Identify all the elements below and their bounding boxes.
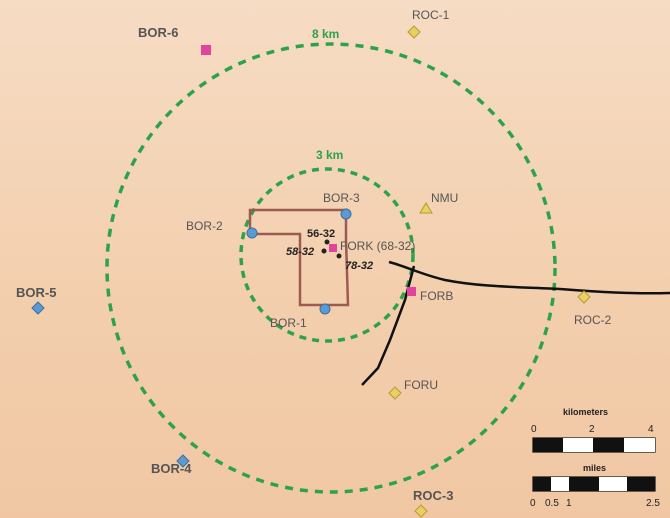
well-78-32-label: 78-32	[345, 260, 373, 272]
station-bor-5-label: BOR-5	[16, 285, 56, 300]
station-foru-marker[interactable]	[388, 386, 402, 400]
scale-km-title: kilometers	[563, 407, 608, 417]
station-roc-3-marker[interactable]	[414, 504, 428, 518]
well-56-32-label: 56-32	[307, 228, 335, 240]
well-78-32-marker	[336, 253, 342, 259]
station-nmu-marker[interactable]	[419, 202, 433, 214]
well-58-32-marker	[321, 248, 327, 254]
station-foru-label: FORU	[404, 378, 438, 392]
station-bor-2-label: BOR-2	[186, 219, 223, 233]
scale-mi-title: miles	[583, 463, 606, 473]
station-roc-3-label: ROC-3	[413, 488, 453, 503]
station-roc-2-label: ROC-2	[574, 313, 612, 327]
scale-km-tick-0: 0	[531, 424, 537, 435]
station-bor-1-label: BOR-1	[270, 316, 307, 330]
station-bor-2-marker[interactable]	[246, 227, 258, 239]
scale-bar-km: kilometers 0 2 4	[531, 407, 656, 453]
ring-3km-label: 3 km	[316, 148, 343, 162]
fault-line-east	[388, 260, 670, 295]
well-56-32-marker	[324, 239, 330, 245]
station-bor-1-marker[interactable]	[319, 303, 331, 315]
ring-8km-label: 8 km	[312, 27, 339, 41]
station-bor-6-marker[interactable]	[201, 45, 211, 55]
scale-mi-tick-3: 2.5	[646, 498, 660, 509]
well-58-32-label: 58-32	[286, 246, 314, 258]
station-forb-label: FORB	[420, 289, 453, 303]
scale-mi-tick-2: 1	[566, 498, 572, 509]
station-roc-2-marker[interactable]	[577, 290, 591, 304]
station-fork-label: FORK (68-32)	[340, 239, 415, 253]
station-fork-marker[interactable]	[329, 244, 337, 252]
station-nmu-label: NMU	[431, 191, 458, 205]
scale-km-tick-1: 2	[589, 424, 595, 435]
station-bor-5-marker[interactable]	[31, 301, 45, 315]
station-bor-4-label: BOR-4	[151, 461, 192, 476]
scale-mi-tick-1: 0.5	[545, 498, 559, 509]
station-bor-6-label: BOR-6	[138, 25, 178, 40]
station-roc-1-marker[interactable]	[407, 25, 421, 39]
station-forb-marker[interactable]	[407, 287, 416, 296]
scale-mi-tick-0: 0	[530, 498, 536, 509]
station-bor-4-marker[interactable]	[176, 454, 190, 468]
ring-3km	[239, 167, 415, 343]
scale-km-tick-2: 4	[648, 424, 654, 435]
station-bor-3-marker[interactable]	[340, 208, 352, 220]
station-bor-3-label: BOR-3	[323, 191, 360, 205]
station-roc-1-label: ROC-1	[412, 8, 450, 22]
scale-bar-mi: miles 0 0.5 1 2.5	[530, 463, 660, 509]
ring-8km	[105, 42, 557, 494]
